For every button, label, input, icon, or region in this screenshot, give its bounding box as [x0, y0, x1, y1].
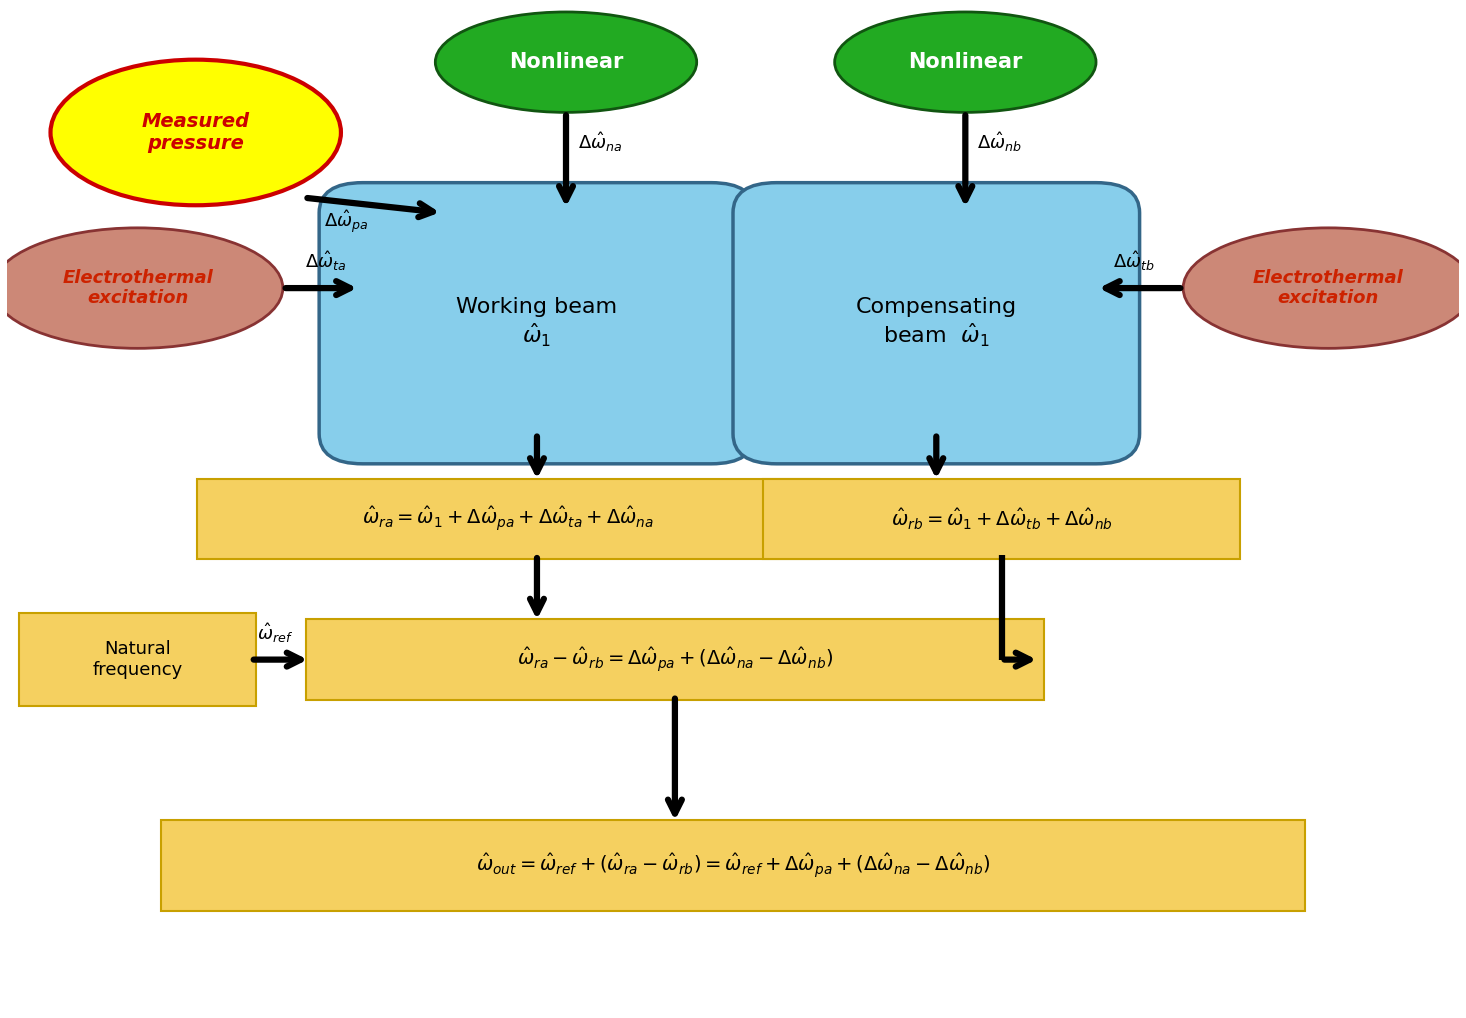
Text: $\Delta\hat{\omega}_{tb}$: $\Delta\hat{\omega}_{tb}$	[1114, 249, 1155, 273]
FancyBboxPatch shape	[764, 478, 1240, 559]
Ellipse shape	[435, 12, 696, 112]
Text: $\Delta\hat{\omega}_{pa}$: $\Delta\hat{\omega}_{pa}$	[324, 208, 368, 235]
FancyBboxPatch shape	[19, 613, 257, 706]
Text: Natural
frequency: Natural frequency	[92, 640, 183, 679]
Ellipse shape	[1183, 228, 1466, 348]
Text: Nonlinear: Nonlinear	[907, 52, 1022, 72]
Text: $\hat{\omega}_{rb} = \hat{\omega}_1 + \Delta\hat{\omega}_{tb} + \Delta\hat{\omeg: $\hat{\omega}_{rb} = \hat{\omega}_1 + \D…	[891, 506, 1113, 531]
Text: $\hat{\omega}_{ra} = \hat{\omega}_1 + \Delta\hat{\omega}_{pa} + \Delta\hat{\omeg: $\hat{\omega}_{ra} = \hat{\omega}_1 + \D…	[362, 505, 654, 533]
Text: $\Delta\hat{\omega}_{nb}$: $\Delta\hat{\omega}_{nb}$	[976, 130, 1022, 155]
Ellipse shape	[50, 60, 342, 206]
Ellipse shape	[834, 12, 1097, 112]
FancyBboxPatch shape	[196, 478, 818, 559]
Text: Electrothermal
excitation: Electrothermal excitation	[62, 269, 213, 307]
Text: $\Delta\hat{\omega}_{na}$: $\Delta\hat{\omega}_{na}$	[578, 130, 622, 155]
Ellipse shape	[0, 228, 283, 348]
FancyBboxPatch shape	[161, 821, 1305, 911]
Text: Measured
pressure: Measured pressure	[142, 112, 249, 153]
Text: $\Delta\hat{\omega}_{ta}$: $\Delta\hat{\omega}_{ta}$	[305, 249, 346, 273]
Text: $\hat{\omega}_{out} = \hat{\omega}_{ref} + (\hat{\omega}_{ra} - \hat{\omega}_{rb: $\hat{\omega}_{out} = \hat{\omega}_{ref}…	[476, 851, 990, 880]
FancyBboxPatch shape	[320, 182, 755, 464]
Text: Working beam
$\hat{\omega}_1$: Working beam $\hat{\omega}_1$	[456, 297, 617, 349]
Text: Nonlinear: Nonlinear	[509, 52, 623, 72]
FancyBboxPatch shape	[733, 182, 1139, 464]
FancyBboxPatch shape	[306, 619, 1044, 699]
Text: Compensating
beam  $\hat{\omega}_1$: Compensating beam $\hat{\omega}_1$	[856, 297, 1017, 349]
Text: $\hat{\omega}_{ref}$: $\hat{\omega}_{ref}$	[257, 621, 293, 644]
Text: Electrothermal
excitation: Electrothermal excitation	[1253, 269, 1404, 307]
Text: $\hat{\omega}_{ra} - \hat{\omega}_{rb} = \Delta\hat{\omega}_{pa} + (\Delta\hat{\: $\hat{\omega}_{ra} - \hat{\omega}_{rb} =…	[516, 645, 833, 674]
